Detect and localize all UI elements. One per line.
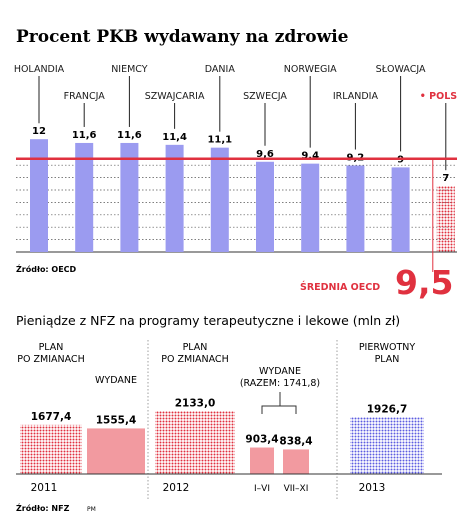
value-label: 1677,4	[31, 411, 72, 423]
credit: PM	[87, 506, 96, 512]
period-label: VII–XI	[284, 484, 309, 494]
category-label: SZWECJA	[243, 91, 287, 102]
value-label: 11,1	[207, 135, 232, 146]
bar	[301, 163, 320, 252]
value-label: 11,4	[162, 132, 187, 143]
chart1-bars	[30, 139, 455, 252]
bar-label: PO ZMIANACH	[161, 354, 228, 365]
category-label: FRANCJA	[64, 91, 106, 102]
year-label: 2012	[163, 482, 190, 494]
bar	[30, 139, 48, 252]
bar-label: PLAN	[39, 342, 64, 353]
category-label: IRLANDIA	[333, 91, 379, 102]
bar	[391, 167, 410, 252]
year-label: 2011	[31, 482, 58, 494]
bar-label: PLAN	[375, 354, 400, 365]
bar-label: PIERWOTNY	[359, 342, 416, 353]
value-label: 11,6	[117, 130, 142, 141]
value-label: 7	[442, 173, 449, 184]
chart2-source: Źródło: NFZ	[16, 502, 70, 512]
category-label: • POLSKA	[420, 91, 458, 102]
value-label: 9,4	[301, 151, 319, 162]
bar	[250, 447, 274, 474]
bar	[346, 165, 365, 252]
chart1-category-labels: HOLANDIA FRANCJA NIEMCY SZWAJCARIA DANIA SZWE…	[14, 64, 458, 102]
category-label: SZWAJCARIA	[145, 91, 205, 102]
value-label: 1555,4	[96, 414, 137, 426]
value-label: 838,4	[279, 435, 312, 447]
value-label: 2133,0	[175, 398, 216, 410]
category-label: NORWEGIA	[284, 64, 337, 75]
bracket	[261, 392, 297, 414]
value-label: 9,6	[256, 149, 274, 160]
chart1-source: Źródło: OECD	[16, 263, 77, 274]
bar	[120, 142, 139, 252]
value-label: 11,6	[72, 130, 97, 141]
bar-label: PO ZMIANACH	[17, 354, 84, 365]
bar	[75, 142, 94, 252]
chart1-title: Procent PKB wydawany na zdrowie	[16, 27, 349, 47]
bar	[87, 428, 145, 474]
annotation: (RAZEM: 1741,8)	[240, 378, 320, 389]
value-label: 903,4	[245, 434, 278, 446]
category-label: NIEMCY	[111, 64, 148, 75]
bar-label: WYDANE	[95, 375, 137, 386]
category-label: DANIA	[205, 64, 236, 75]
bar	[165, 144, 184, 252]
bar	[155, 411, 235, 474]
period-label: I–VI	[254, 484, 270, 494]
value-label: 1926,7	[367, 404, 408, 416]
category-label: HOLANDIA	[14, 64, 65, 75]
category-label: SŁOWACJA	[376, 64, 426, 75]
bar-label: PLAN	[183, 342, 208, 353]
bar	[350, 417, 424, 474]
bar	[283, 449, 309, 474]
chart1-leader-lines	[38, 76, 447, 171]
value-label: 12	[32, 126, 46, 137]
year-label: 2013	[359, 482, 386, 494]
annotation: WYDANE	[259, 366, 301, 377]
oecd-average-label: ŚREDNIA OECD	[300, 281, 380, 293]
bar	[436, 186, 455, 252]
bar	[256, 161, 274, 252]
bar	[20, 424, 82, 474]
bar	[210, 147, 229, 252]
chart2-title: Pieniądze z NFZ na programy terapeutyczn…	[16, 313, 400, 328]
oecd-average-value: 9,5	[395, 263, 453, 302]
